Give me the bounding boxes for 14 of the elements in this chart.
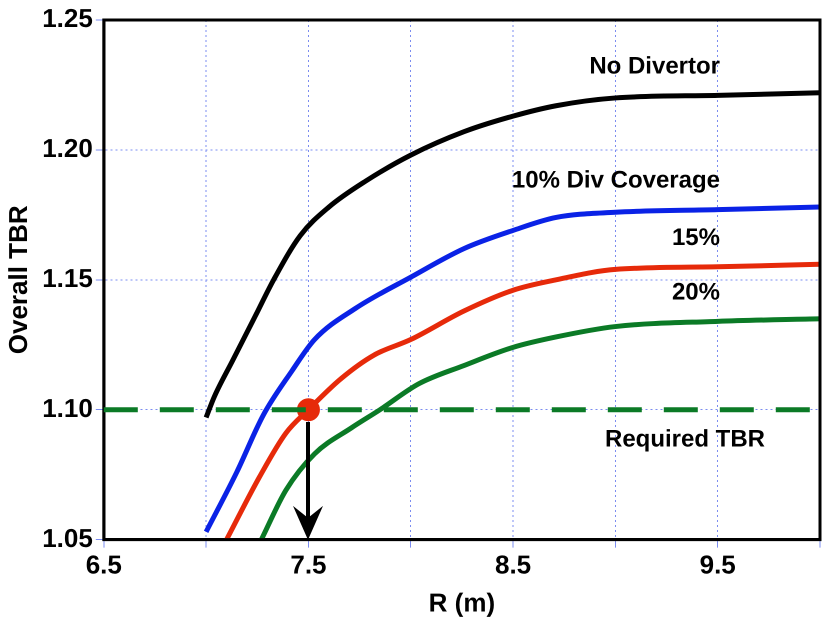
- y-tick-label: 1.10: [42, 392, 93, 423]
- y-tick-label: 1.20: [42, 133, 93, 164]
- x-tick-label: 9.5: [700, 549, 736, 580]
- ref-line-label: Required TBR: [604, 425, 766, 452]
- x-axis-title: R (m): [428, 588, 496, 618]
- x-tick-label: 8.5: [494, 549, 532, 580]
- series-label: 15%: [672, 224, 720, 251]
- series-label: 10% Div Coverage: [512, 166, 720, 194]
- y-axis-title: Overall TBR: [2, 205, 33, 354]
- series-label: No Divertor: [589, 52, 720, 80]
- y-tick-label: 1.25: [42, 3, 93, 34]
- series-label: 20%: [672, 278, 720, 306]
- x-tick-label: 7.5: [290, 549, 327, 580]
- y-tick-label: 1.15: [42, 262, 93, 293]
